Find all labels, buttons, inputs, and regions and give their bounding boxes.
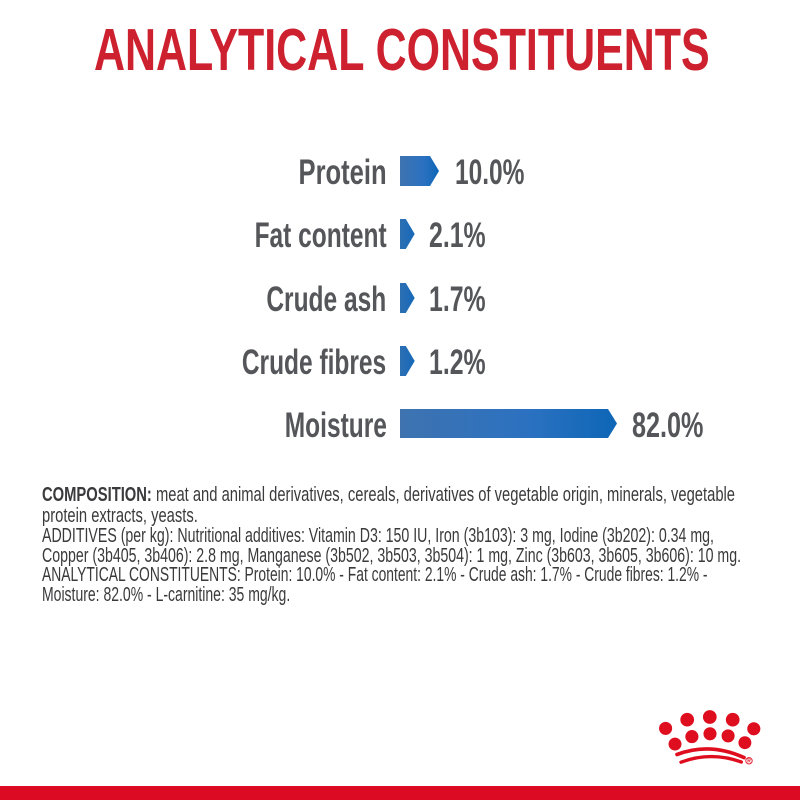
svg-text:R: R xyxy=(747,759,751,765)
